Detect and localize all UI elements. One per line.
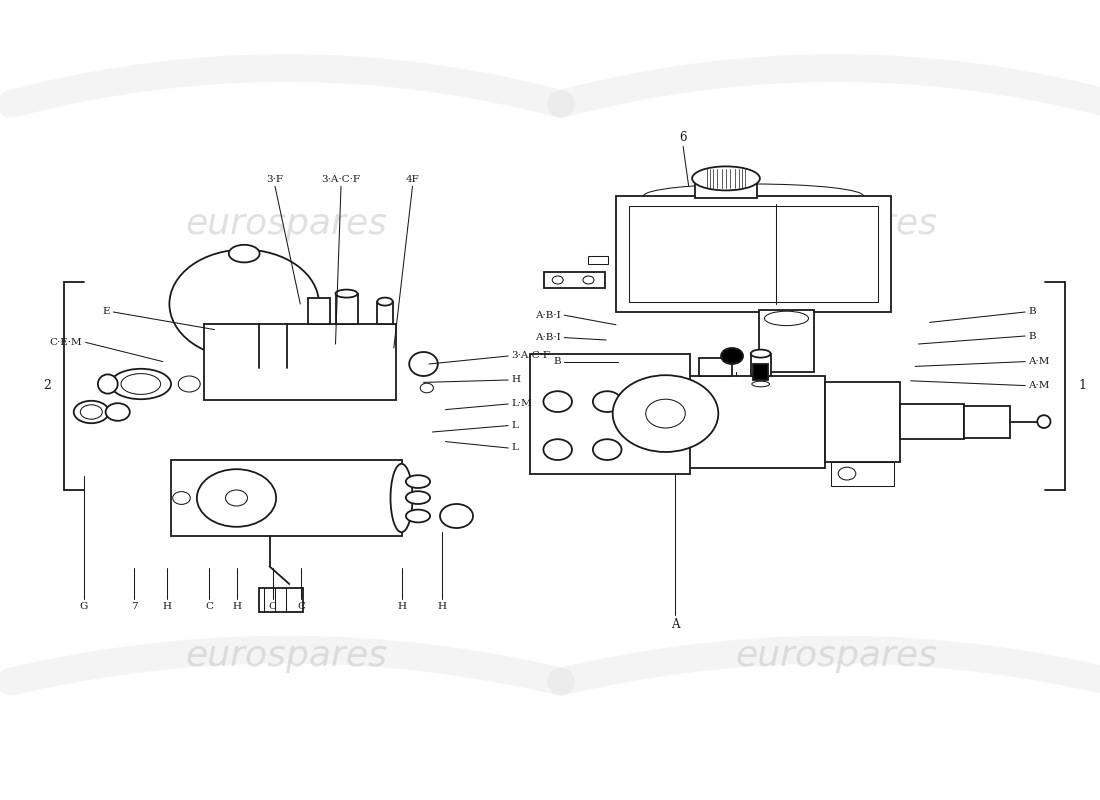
Bar	[170, 460, 402, 536]
Bar	[752, 364, 768, 380]
Ellipse shape	[80, 405, 102, 419]
Text: A·M: A·M	[1028, 357, 1049, 366]
Text: B: B	[1028, 331, 1036, 341]
Circle shape	[552, 276, 563, 284]
Text: 1: 1	[1078, 379, 1086, 392]
Ellipse shape	[229, 245, 260, 262]
Bar	[258, 368, 287, 378]
Circle shape	[593, 439, 622, 460]
Ellipse shape	[750, 350, 770, 358]
Text: G: G	[79, 602, 88, 610]
Text: 7: 7	[131, 602, 138, 610]
Bar	[759, 310, 814, 372]
Circle shape	[583, 276, 594, 284]
Ellipse shape	[692, 166, 760, 190]
Ellipse shape	[74, 401, 109, 423]
Ellipse shape	[1037, 415, 1050, 428]
Circle shape	[178, 376, 200, 392]
Text: H: H	[512, 375, 520, 385]
Text: 2: 2	[43, 379, 51, 392]
Circle shape	[613, 375, 718, 452]
Circle shape	[226, 490, 248, 506]
Text: 4F: 4F	[406, 175, 419, 184]
Bar	[682, 376, 825, 468]
Text: C: C	[268, 602, 277, 610]
Ellipse shape	[752, 381, 769, 387]
Bar	[308, 298, 330, 324]
Text: A: A	[671, 618, 680, 630]
Ellipse shape	[106, 403, 130, 421]
Ellipse shape	[406, 510, 430, 522]
Text: B: B	[553, 357, 561, 366]
Text: L·M: L·M	[512, 399, 532, 409]
Bar	[750, 354, 770, 376]
Bar	[629, 206, 878, 302]
Bar	[964, 406, 1010, 438]
Circle shape	[543, 391, 572, 412]
Ellipse shape	[121, 374, 161, 394]
Text: A·M: A·M	[1028, 381, 1049, 390]
Bar	[588, 256, 608, 264]
Bar	[544, 272, 605, 288]
Ellipse shape	[409, 352, 438, 376]
Bar	[377, 302, 393, 324]
Ellipse shape	[98, 374, 118, 394]
Bar	[698, 358, 732, 376]
Ellipse shape	[390, 464, 412, 532]
Text: A·B·I: A·B·I	[536, 310, 561, 320]
Text: C·E·M: C·E·M	[50, 338, 82, 347]
Circle shape	[722, 348, 744, 364]
Ellipse shape	[440, 504, 473, 528]
Text: C: C	[205, 602, 213, 610]
Text: H: H	[232, 602, 241, 610]
Text: eurospares: eurospares	[185, 639, 387, 673]
Bar	[530, 354, 690, 474]
Text: L: L	[512, 421, 518, 430]
Bar	[336, 294, 358, 324]
Text: H: H	[163, 602, 172, 610]
Text: 3·F: 3·F	[266, 175, 284, 184]
Ellipse shape	[406, 475, 430, 488]
Ellipse shape	[377, 298, 393, 306]
Text: L: L	[512, 443, 518, 453]
Bar	[825, 382, 900, 462]
Bar	[258, 588, 303, 612]
Bar	[616, 196, 891, 312]
Text: eurospares: eurospares	[735, 639, 937, 673]
Circle shape	[543, 439, 572, 460]
Ellipse shape	[406, 491, 430, 504]
Circle shape	[197, 469, 276, 527]
Text: E: E	[102, 307, 110, 317]
Circle shape	[646, 399, 685, 428]
Text: 3·A·C·F: 3·A·C·F	[321, 175, 361, 184]
Bar	[695, 183, 757, 198]
Bar	[900, 404, 964, 439]
Circle shape	[173, 491, 190, 504]
Ellipse shape	[336, 290, 358, 298]
Text: A·B·I: A·B·I	[536, 333, 561, 342]
Text: H: H	[397, 602, 406, 610]
Text: eurospares: eurospares	[735, 207, 937, 241]
Circle shape	[169, 250, 319, 358]
Bar	[830, 462, 894, 486]
Circle shape	[420, 383, 433, 393]
Circle shape	[838, 467, 856, 480]
Circle shape	[593, 391, 622, 412]
Text: eurospares: eurospares	[185, 207, 387, 241]
Ellipse shape	[110, 369, 172, 399]
Bar	[204, 324, 396, 400]
Text: B: B	[1028, 307, 1036, 317]
Text: C: C	[297, 602, 306, 610]
Text: 6: 6	[680, 131, 686, 144]
Text: H: H	[438, 602, 447, 610]
Text: 3·A·C·F: 3·A·C·F	[512, 351, 550, 361]
Ellipse shape	[764, 311, 808, 326]
